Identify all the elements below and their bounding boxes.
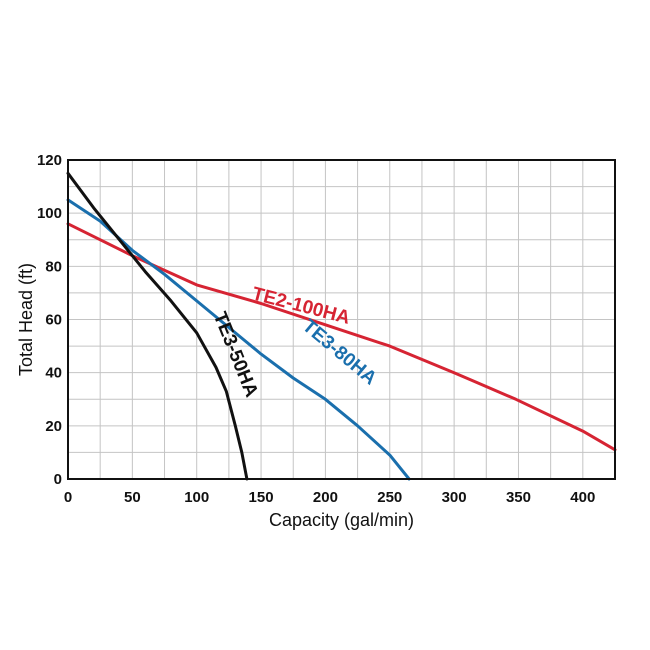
x-tick-label: 0 xyxy=(64,489,72,506)
curve-te3-50ha xyxy=(66,171,249,481)
y-tick-label: 40 xyxy=(45,365,62,382)
x-tick-label: 100 xyxy=(184,489,209,506)
plot-frame xyxy=(67,159,616,480)
x-tick-label: 350 xyxy=(506,489,531,506)
grid xyxy=(68,160,615,479)
x-tick-label: 150 xyxy=(249,489,274,506)
curve-te3-80ha xyxy=(66,198,411,481)
y-axis-title: Total Head (ft) xyxy=(16,263,36,376)
y-tick-label: 80 xyxy=(45,258,62,275)
y-tick-label: 120 xyxy=(37,152,62,169)
x-tick-label: 300 xyxy=(442,489,467,506)
y-tick-label: 0 xyxy=(54,471,62,488)
y-tick-label: 100 xyxy=(37,205,62,222)
curve-te2-100ha xyxy=(66,222,617,452)
series-label-te3-50ha: TE3-50HA xyxy=(209,309,262,400)
x-axis-ticks: 0 50 100 150 200 250 300 350 400 xyxy=(64,489,596,506)
x-tick-label: 400 xyxy=(570,489,595,506)
series-label-te2-100ha: TE2-100HA xyxy=(250,283,353,329)
performance-curves xyxy=(66,171,617,481)
x-tick-label: 50 xyxy=(124,489,141,506)
x-tick-label: 250 xyxy=(377,489,402,506)
y-tick-label: 60 xyxy=(45,312,62,329)
y-tick-label: 20 xyxy=(45,418,62,435)
y-axis-ticks: 0 20 40 60 80 100 120 xyxy=(37,152,62,488)
x-axis-title: Capacity (gal/min) xyxy=(269,510,414,530)
x-tick-label: 200 xyxy=(313,489,338,506)
